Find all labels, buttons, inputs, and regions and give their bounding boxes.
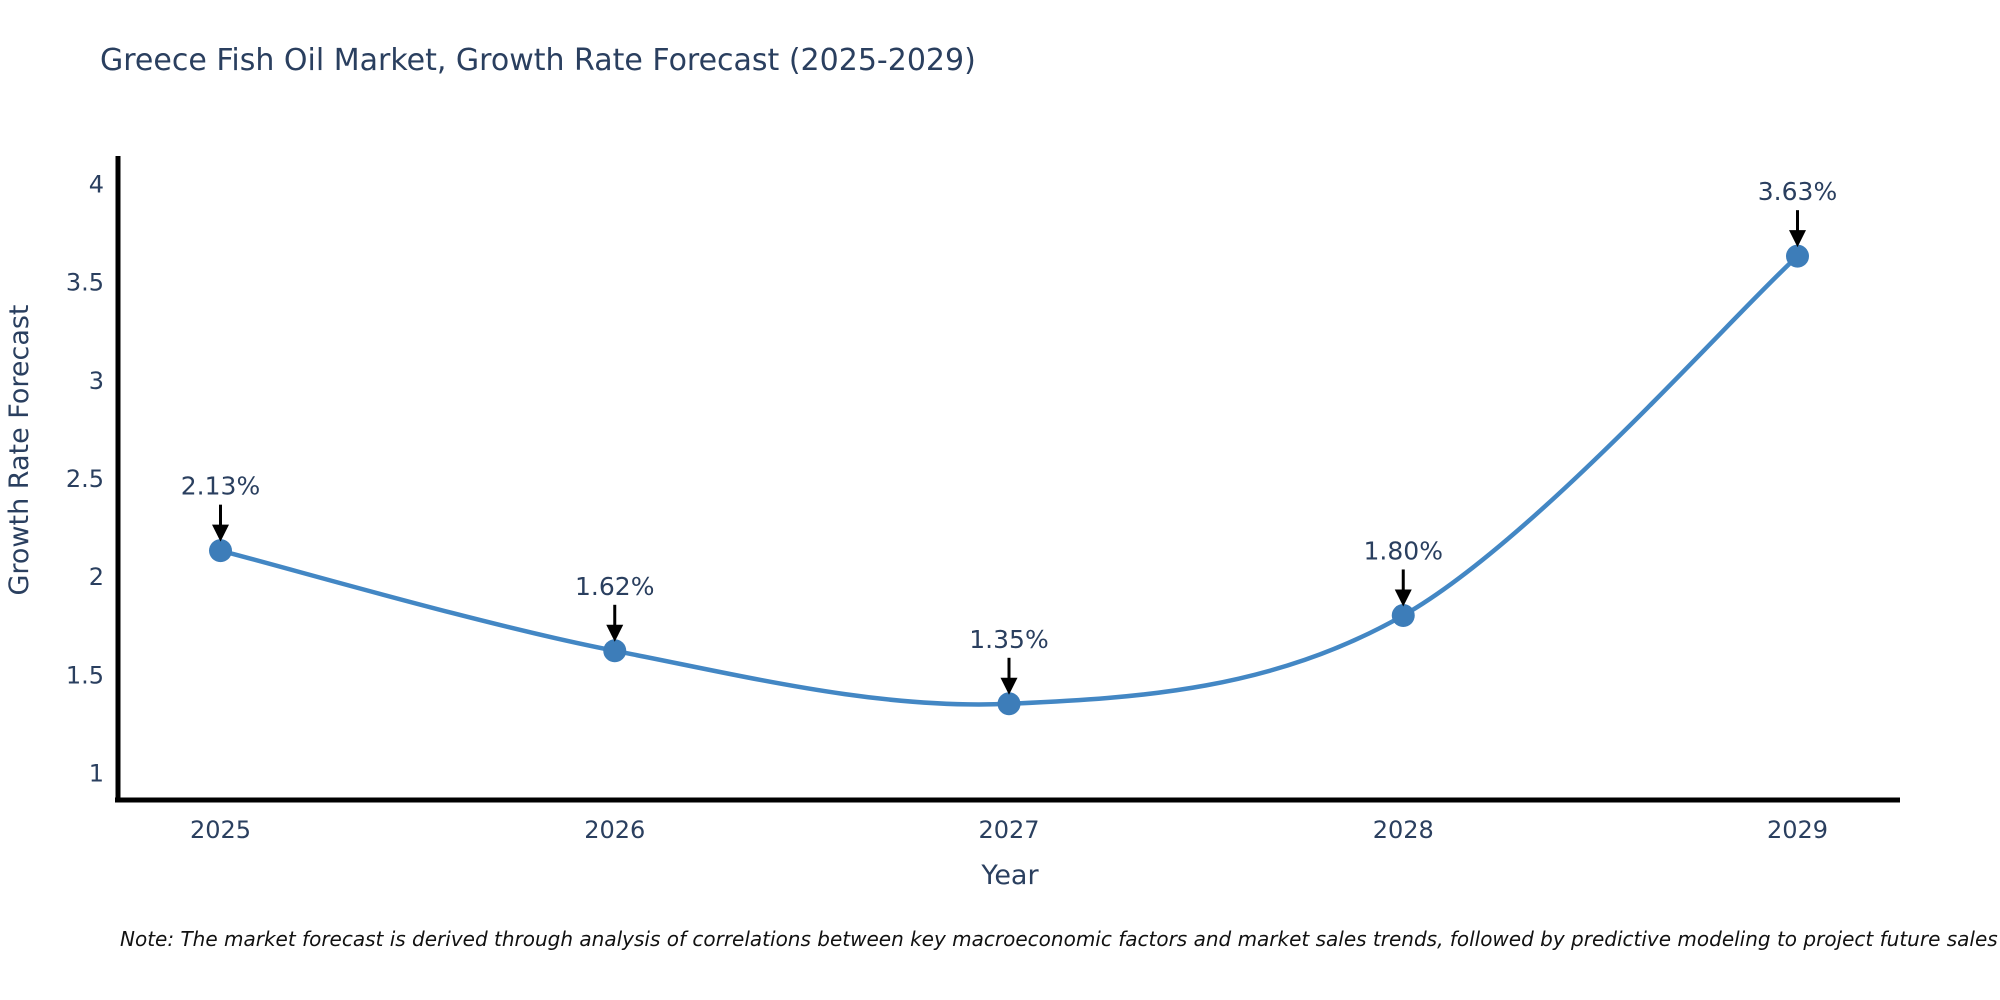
y-tick-label: 1.5 — [66, 661, 104, 689]
data-point-markers — [209, 244, 1809, 716]
footnote: Note: The market forecast is derived thr… — [120, 927, 1998, 951]
annotation-label: 2.13% — [181, 472, 260, 501]
x-tick-label: 2025 — [190, 816, 251, 844]
x-tick-label: 2028 — [1373, 816, 1434, 844]
annotation-arrowhead — [1000, 677, 1018, 695]
data-point-marker — [1785, 244, 1809, 268]
data-point-marker — [1391, 603, 1415, 627]
data-point-marker — [209, 539, 233, 563]
y-axis-tick-labels: 1 1.5 2 2.5 3 3.5 4 — [66, 171, 104, 788]
y-tick-label: 2 — [89, 563, 104, 591]
annotation-arrowhead — [212, 524, 230, 542]
x-tick-label: 2029 — [1767, 816, 1828, 844]
annotation-label: 1.80% — [1364, 536, 1443, 565]
x-tick-label: 2027 — [978, 816, 1039, 844]
chart-title: Greece Fish Oil Market, Growth Rate Fore… — [100, 43, 976, 78]
data-point-marker — [603, 639, 627, 663]
x-tick-label: 2026 — [584, 816, 645, 844]
point-annotation: 1.62% — [575, 572, 654, 642]
annotation-arrowhead — [1788, 230, 1806, 248]
point-annotations: 2.13% 1.62% 1.35% 1.80% 3.63% — [181, 177, 1837, 695]
point-annotation: 3.63% — [1758, 177, 1837, 248]
annotation-label: 1.35% — [969, 625, 1048, 654]
annotation-arrowhead — [1394, 589, 1412, 607]
annotation-arrowhead — [606, 624, 624, 642]
y-tick-label: 3.5 — [66, 269, 104, 297]
y-axis-title: Growth Rate Forecast — [4, 304, 35, 595]
point-annotation: 1.80% — [1364, 536, 1443, 607]
y-tick-label: 4 — [89, 171, 104, 199]
annotation-label: 3.63% — [1758, 177, 1837, 206]
point-annotation: 2.13% — [181, 472, 260, 542]
y-tick-label: 3 — [89, 367, 104, 395]
x-axis-title: Year — [980, 860, 1039, 891]
y-tick-label: 2.5 — [66, 465, 104, 493]
point-annotation: 1.35% — [969, 625, 1049, 695]
data-point-marker — [997, 692, 1021, 716]
y-tick-label: 1 — [89, 760, 104, 788]
annotation-label: 1.62% — [575, 572, 654, 601]
x-axis-tick-labels: 2025 2026 2027 2028 2029 — [190, 816, 1828, 844]
